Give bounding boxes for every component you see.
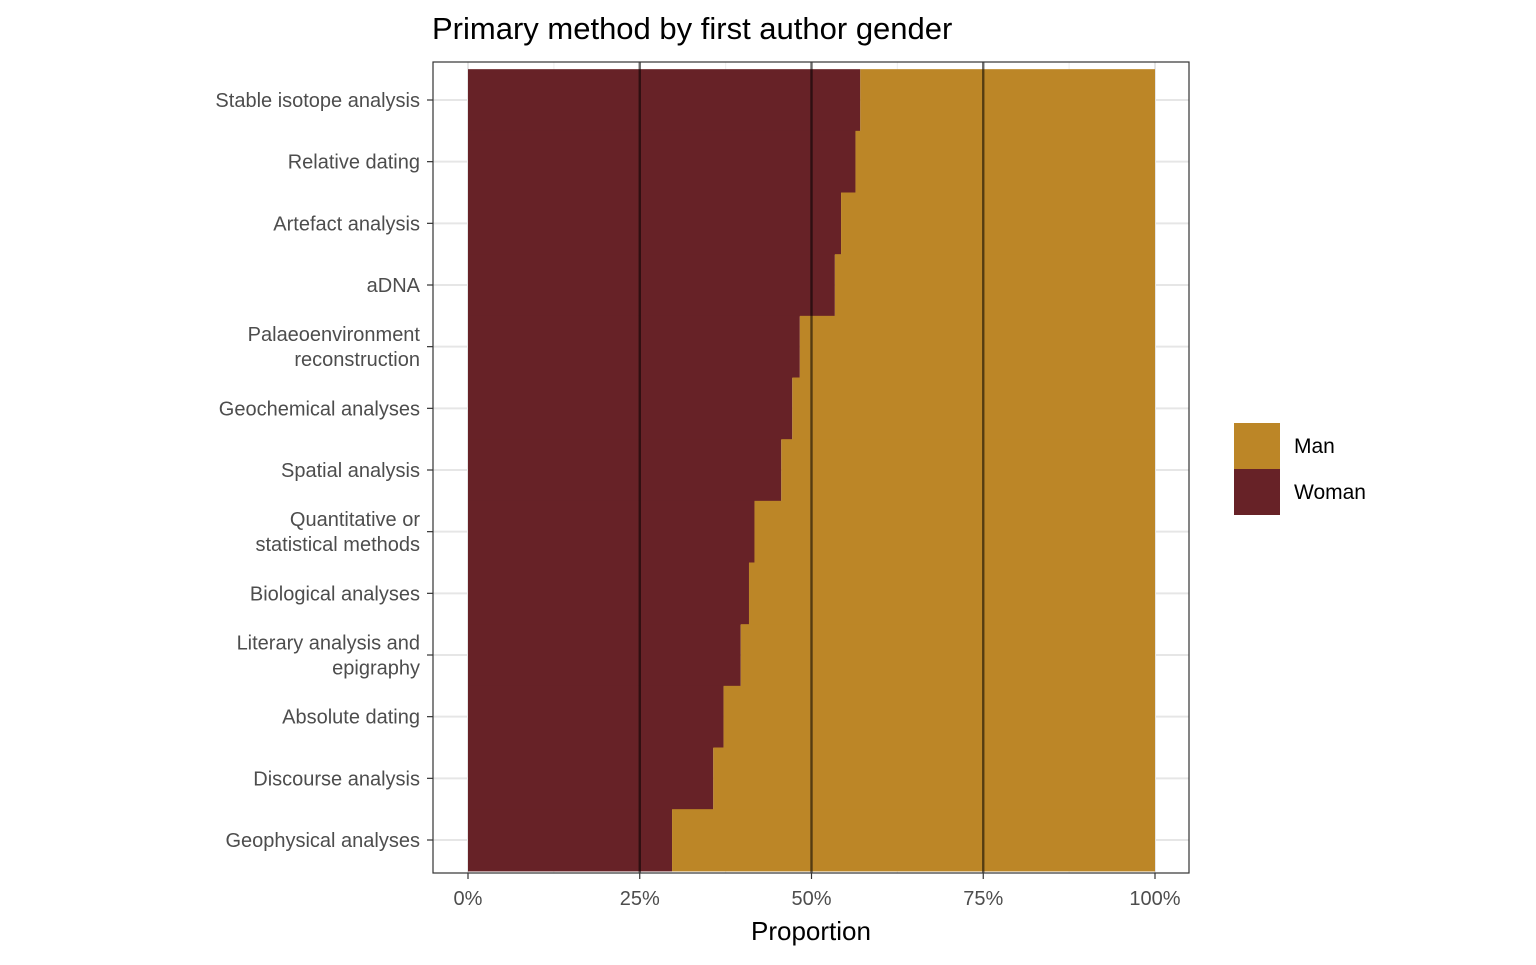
y-tick-label: Stable isotope analysis: [215, 90, 420, 112]
bar-woman: [468, 439, 782, 502]
y-axis: Stable isotope analysis Relative dating Ar…: [215, 90, 433, 852]
y-tick-label: Artefact analysis: [273, 213, 420, 235]
y-tick-label: Literary analysis and epigraphy: [237, 633, 420, 680]
x-tick-label: 100%: [1129, 888, 1180, 910]
x-tick-label: 75%: [963, 888, 1003, 910]
y-tick-label: Geophysical analyses: [225, 830, 420, 852]
bar-man: [841, 192, 1155, 255]
bar-man: [672, 809, 1155, 872]
legend-label-woman: Woman: [1294, 481, 1366, 504]
x-axis: 0% 25% 50% 75% 100%: [454, 873, 1181, 910]
legend-label-man: Man: [1294, 435, 1335, 458]
y-tick-label: Geochemical analyses: [219, 398, 420, 420]
bar-man: [748, 562, 1155, 625]
x-axis-title: Proportion: [751, 916, 871, 946]
bar-woman: [468, 562, 749, 625]
bar-man: [799, 315, 1155, 379]
bar-woman: [468, 192, 842, 255]
y-tick-label: Relative dating: [288, 152, 420, 174]
legend: Man Woman: [1234, 423, 1366, 515]
bar-woman: [468, 624, 741, 687]
bar-man: [740, 624, 1155, 687]
bar-man: [723, 685, 1155, 749]
y-tick-label: aDNA: [367, 275, 421, 297]
bars-layer: [468, 69, 1155, 872]
y-tick-label: Palaeoenvironment reconstruction: [248, 324, 421, 371]
chart-title: Primary method by first author gender: [432, 11, 952, 46]
bar-man: [860, 69, 1155, 132]
y-tick-label: Discourse analysis: [253, 768, 420, 790]
y-tick-label: Biological analyses: [250, 583, 420, 605]
x-tick-label: 50%: [791, 888, 831, 910]
reference-lines: [638, 62, 985, 873]
bar-woman: [468, 747, 714, 810]
bar-woman: [468, 809, 673, 872]
legend-key-woman: [1234, 469, 1280, 515]
bar-woman: [468, 254, 835, 317]
y-tick-label: Absolute dating: [282, 707, 420, 729]
x-tick-label: 25%: [620, 888, 660, 910]
y-tick-label: Spatial analysis: [281, 460, 420, 482]
bar-woman: [468, 377, 793, 440]
legend-key-man: [1234, 423, 1280, 469]
bar-man: [792, 377, 1155, 440]
bar-woman: [468, 69, 861, 132]
y-tick-label: Quantitative or statistical methods: [255, 509, 420, 556]
bar-woman: [468, 315, 800, 379]
bar-woman: [468, 685, 724, 749]
bar-man: [781, 439, 1155, 502]
bar-man: [855, 130, 1155, 194]
bar-man: [834, 254, 1155, 317]
bar-man: [713, 747, 1155, 810]
bar-woman: [468, 500, 755, 564]
bar-man: [754, 500, 1155, 564]
x-tick-label: 0%: [454, 888, 483, 910]
bar-woman: [468, 130, 856, 194]
